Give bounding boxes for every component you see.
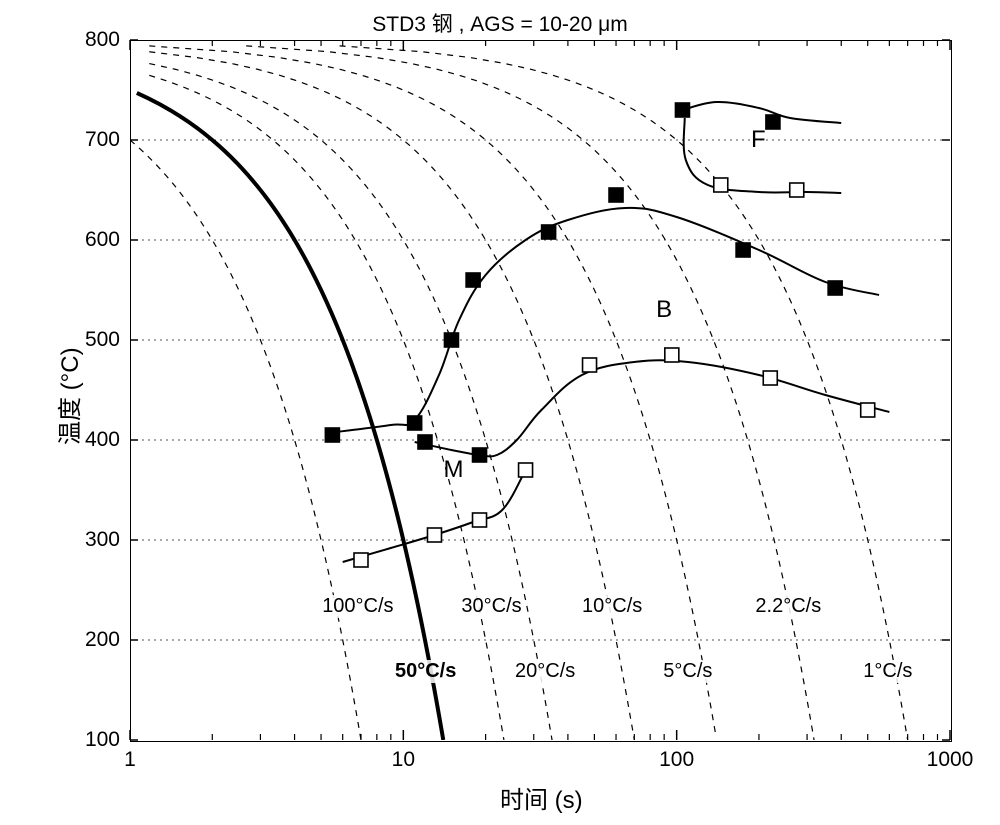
y-tick-label: 200 xyxy=(72,628,120,652)
cct-diagram: STD3 钢 , AGS = 10-20 μm 温度 (°C) 时间 (s) 1… xyxy=(0,0,1000,825)
x-tick-label: 10 xyxy=(373,748,433,772)
cooling-rate-label: 20°C/s xyxy=(513,660,577,683)
y-tick-label: 700 xyxy=(72,128,120,152)
phase-label: F xyxy=(751,126,766,154)
cooling-rate-label: 10°C/s xyxy=(580,595,644,618)
phase-label: M xyxy=(443,456,463,484)
x-tick-label: 100 xyxy=(647,748,707,772)
cooling-rate-label: 1°C/s xyxy=(861,660,914,683)
x-tick-label: 1 xyxy=(100,748,160,772)
y-tick-label: 800 xyxy=(72,28,120,52)
x-axis-label: 时间 (s) xyxy=(500,780,583,815)
plot-svg xyxy=(0,0,1000,825)
cooling-rate-label: 2.2°C/s xyxy=(753,595,823,618)
cooling-rate-label: 100°C/s xyxy=(320,595,395,618)
x-tick-label: 1000 xyxy=(920,748,980,772)
phase-label: B xyxy=(656,296,672,324)
y-tick-label: 300 xyxy=(72,528,120,552)
y-tick-label: 400 xyxy=(72,428,120,452)
cooling-rate-label: 5°C/s xyxy=(661,660,714,683)
y-tick-label: 600 xyxy=(72,228,120,252)
y-tick-label: 500 xyxy=(72,328,120,352)
cooling-rate-label: 50°C/s xyxy=(393,660,458,683)
cooling-rate-label: 30°C/s xyxy=(459,595,523,618)
